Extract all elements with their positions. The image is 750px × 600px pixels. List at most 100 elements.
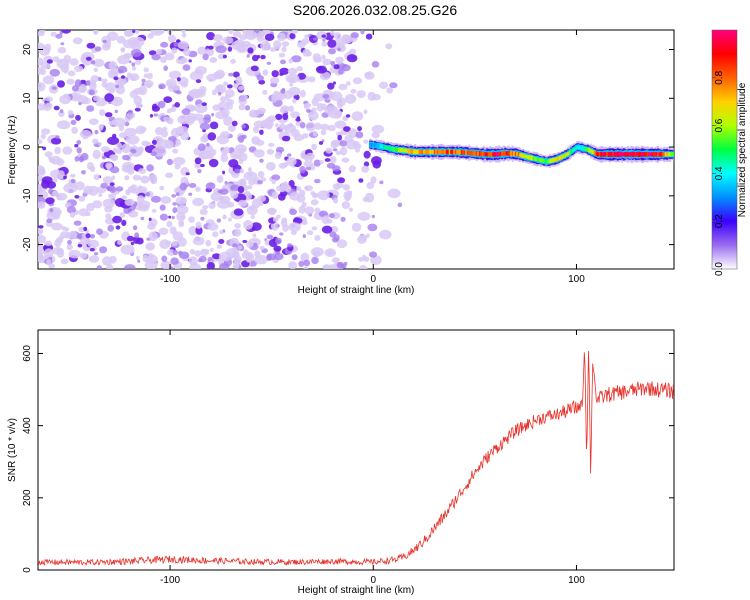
noise-point [334, 120, 347, 129]
noise-point [117, 54, 130, 65]
track-segment [577, 145, 580, 150]
noise-point [124, 127, 138, 137]
noise-point [302, 48, 311, 57]
noise-point [314, 207, 321, 214]
track-segment [481, 151, 484, 157]
noise-point [273, 253, 284, 261]
noise-point [237, 147, 246, 154]
noise-point [38, 225, 44, 229]
track-segment [438, 149, 441, 155]
noise-point [247, 47, 254, 54]
noise-point [370, 176, 377, 184]
noise-point [94, 30, 98, 35]
track-segment [468, 150, 471, 155]
noise-point [237, 199, 248, 207]
track-segment [462, 150, 465, 155]
noise-point [145, 192, 151, 197]
noise-point [183, 47, 191, 57]
track-segment [447, 149, 450, 155]
noise-point [259, 158, 264, 163]
noise-point [188, 59, 192, 63]
noise-point [215, 110, 228, 120]
noise-point [215, 45, 227, 54]
noise-point [58, 235, 65, 240]
track-segment [550, 158, 553, 163]
noise-point [316, 102, 324, 112]
noise-point [144, 260, 158, 269]
noise-point [150, 151, 157, 156]
noise-point [107, 136, 120, 145]
noise-point [319, 71, 331, 81]
track-segment [612, 152, 615, 157]
noise-point [227, 125, 236, 132]
track-segment [408, 148, 411, 154]
noise-point [149, 114, 154, 118]
noise-point [81, 170, 86, 175]
noise-point [379, 229, 392, 240]
noise-point [202, 205, 209, 210]
track-segment [522, 153, 525, 158]
track-segment [582, 146, 585, 151]
noise-point [288, 86, 301, 96]
noise-point [162, 126, 168, 132]
track-segment [499, 151, 502, 157]
snr-axes: -100 0 100 0 200 400 600 [22, 330, 674, 586]
noise-point [198, 255, 207, 263]
noise-point [57, 170, 65, 180]
noise-point [143, 67, 149, 73]
noise-point [363, 150, 371, 159]
noise-point [206, 142, 210, 147]
noise-point [151, 139, 157, 145]
noise-point [109, 166, 120, 174]
noise-point [38, 82, 46, 92]
noise-point [56, 196, 63, 201]
x-tick-label: 0 [370, 575, 376, 586]
track-segment [502, 151, 505, 156]
noise-point [330, 30, 335, 36]
noise-point [371, 124, 385, 134]
noise-point [116, 35, 126, 44]
track-segment [597, 152, 600, 157]
noise-point [274, 123, 279, 128]
noise-point [209, 57, 218, 63]
noise-point [277, 32, 286, 42]
noise-point [364, 71, 375, 80]
track-segment [460, 149, 463, 155]
noise-point [311, 97, 319, 107]
noise-point [197, 46, 206, 55]
noise-point [357, 126, 362, 132]
noise-point [117, 240, 122, 245]
noise-point [241, 124, 247, 129]
noise-point [74, 79, 82, 87]
noise-point [212, 253, 221, 260]
track-segment [595, 151, 598, 157]
noise-point [266, 61, 272, 65]
track-segment [570, 149, 573, 154]
noise-point [350, 32, 359, 39]
noise-point [217, 91, 222, 96]
noise-point [66, 244, 74, 251]
y-tick-label: 20 [22, 44, 33, 56]
noise-point [296, 66, 303, 72]
noise-point [134, 107, 141, 112]
track-segment [439, 149, 442, 155]
noise-point [48, 158, 56, 163]
noise-point [330, 140, 338, 149]
noise-point [96, 265, 102, 269]
noise-point [244, 105, 251, 111]
track-segment [487, 152, 490, 157]
noise-point [202, 53, 209, 61]
track-segment [394, 147, 397, 152]
noise-point [268, 142, 275, 147]
noise-point [296, 116, 301, 120]
noise-point [279, 232, 284, 236]
track-segment [565, 152, 568, 157]
noise-point [171, 194, 177, 198]
noise-point [340, 146, 348, 156]
noise-point [371, 214, 375, 219]
noise-point [228, 30, 234, 35]
noise-point [238, 104, 246, 111]
track-segment [475, 150, 478, 157]
noise-point [93, 252, 99, 256]
track-segment [504, 150, 507, 156]
